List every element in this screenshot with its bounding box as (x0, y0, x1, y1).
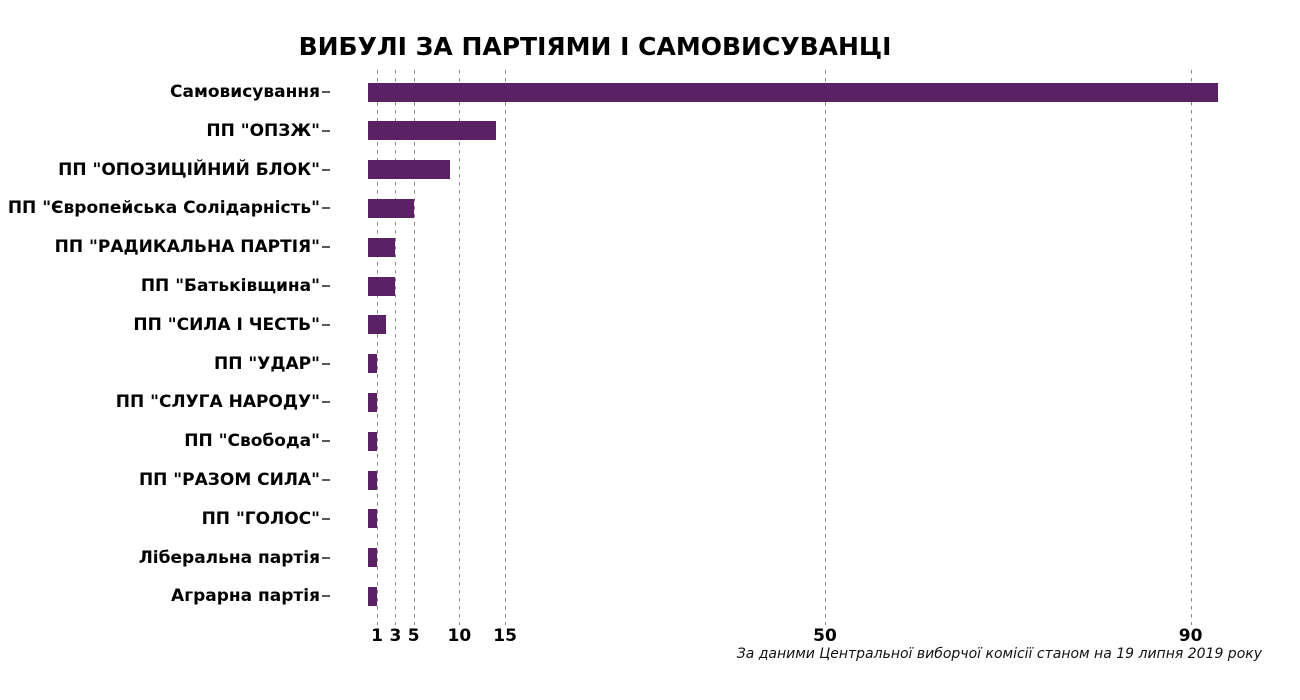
category-label: ПП "РАЗОМ СИЛА" (138, 470, 320, 490)
gridline-x-90 (1190, 70, 1192, 625)
y-tick-mark (322, 595, 330, 598)
category-label: ПП "СЛУГА НАРОДУ" (115, 392, 320, 413)
category-label: ПП "СИЛА І ЧЕСТЬ" (133, 314, 320, 335)
y-tick-mark (322, 362, 330, 365)
bar-3 (368, 198, 414, 218)
y-tick-mark (322, 91, 330, 93)
bar-1 (368, 121, 496, 141)
x-tick-label: 15 (493, 626, 517, 646)
category-label: ПП "ОПЗЖ" (206, 120, 320, 141)
source-note: За даними Центральної виборчої комісії с… (736, 646, 1262, 662)
gridline-x-5 (413, 70, 415, 625)
x-tick-label: 10 (447, 626, 472, 646)
y-tick-mark (322, 479, 330, 481)
y-tick-mark (322, 401, 330, 404)
category-label: Аграрна партія (171, 586, 320, 607)
category-label: ПП "РАДИКАЛЬНА ПАРТІЯ" (54, 237, 320, 258)
y-tick-mark (322, 207, 330, 210)
category-label: ПП "Європейська Солідарність" (7, 198, 320, 219)
category-label: ПП "ГОЛОС" (201, 508, 320, 529)
bar-9 (368, 431, 378, 451)
category-label: ПП "Свобода" (184, 431, 320, 452)
y-tick-mark (322, 517, 330, 520)
gridline-x-15 (505, 70, 507, 625)
bar-11 (368, 509, 378, 529)
y-tick-mark (322, 556, 330, 559)
y-tick-mark (322, 246, 330, 249)
bar-2 (368, 160, 451, 180)
gridline-x-3 (395, 70, 397, 625)
bar-4 (368, 237, 396, 257)
bar-12 (368, 548, 378, 568)
bar-13 (368, 586, 378, 606)
chart-title: ВИБУЛІ ЗА ПАРТІЯМИ І САМОВИСУВАНЦІ (298, 32, 892, 61)
bar-0 (368, 82, 1218, 102)
category-label: ПП "ОПОЗИЦІЙНИЙ БЛОК" (58, 159, 320, 180)
bar-8 (368, 392, 378, 412)
y-tick-mark (322, 323, 330, 326)
x-tick-label: 90 (1178, 626, 1203, 646)
gridline-x-10 (459, 70, 461, 625)
category-label: ПП "УДАР" (214, 353, 320, 374)
y-tick-mark (322, 129, 330, 132)
x-tick-label: 50 (813, 626, 837, 646)
y-tick-mark (322, 285, 330, 287)
gridline-x-50 (825, 70, 826, 625)
x-tick-label: 3 (389, 626, 402, 646)
y-tick-mark (322, 440, 330, 443)
category-label: Ліберальна партія (138, 547, 320, 568)
category-label: Самовисування (170, 82, 320, 102)
category-label: ПП "Батьківщина" (140, 276, 320, 296)
bar-7 (368, 354, 378, 374)
bar-5 (368, 276, 396, 296)
y-tick-mark (322, 168, 330, 171)
x-tick-label: 1 (371, 626, 384, 646)
bar-6 (368, 315, 387, 335)
bar-10 (368, 470, 378, 490)
x-tick-label: 5 (407, 626, 420, 646)
gridline-x-1 (377, 70, 379, 625)
